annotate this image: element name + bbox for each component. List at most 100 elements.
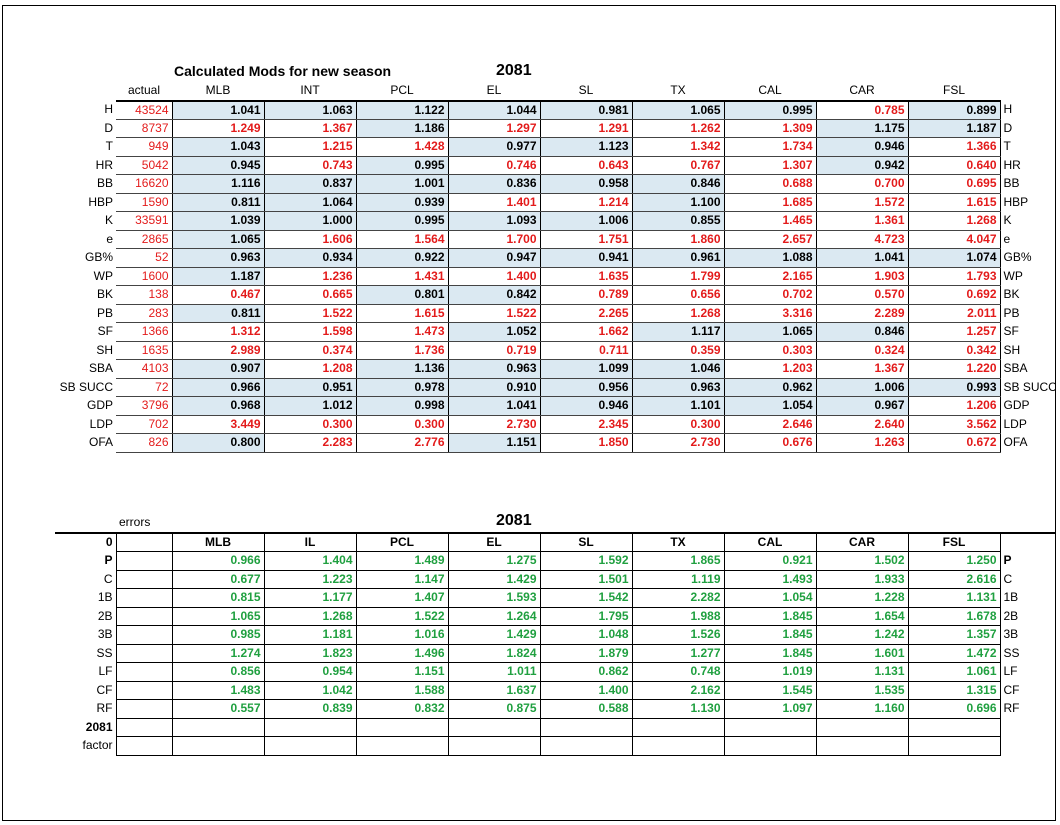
mod-cell[interactable]: 0.570 [816,285,909,305]
error-cell[interactable]: 1.131 [815,662,909,682]
mod-cell[interactable]: 1.100 [632,193,725,212]
mod-cell[interactable]: 1.268 [908,211,1001,231]
mod-cell[interactable]: 0.801 [356,285,449,305]
error-cell[interactable]: 1.845 [723,606,817,626]
blank-cell[interactable] [115,680,173,700]
mod-cell[interactable]: 1.001 [356,174,449,194]
mod-cell[interactable]: 0.324 [816,341,909,360]
mod-cell[interactable]: 1.522 [448,304,541,323]
error-cell[interactable]: 1.177 [263,588,357,608]
mod-cell[interactable]: 0.958 [540,174,633,194]
blank-cell[interactable] [115,699,173,719]
mod-cell[interactable]: 1.297 [448,119,541,138]
mod-cell[interactable]: 1.307 [724,156,817,175]
mod-cell[interactable]: 2.289 [816,304,909,323]
error-cell[interactable]: 2.162 [631,680,725,700]
actual-cell[interactable]: 43524 [116,99,173,120]
blank-cell[interactable] [815,736,909,756]
mod-cell[interactable]: 0.711 [540,341,633,360]
mod-cell[interactable]: 0.922 [356,248,449,268]
error-cell[interactable]: 1.119 [631,569,725,589]
error-cell[interactable]: 1.545 [723,680,817,700]
mod-cell[interactable]: 4.723 [816,230,909,249]
error-cell[interactable]: 1.407 [355,588,449,608]
mod-cell[interactable]: 1.064 [264,193,357,212]
mod-cell[interactable]: 1.006 [816,378,909,397]
mod-cell[interactable]: 1.175 [816,119,909,138]
error-cell[interactable]: 1.535 [815,680,909,700]
error-cell[interactable]: 1.593 [447,588,541,608]
mod-cell[interactable]: 1.361 [816,211,909,231]
mod-cell[interactable]: 0.981 [540,99,633,120]
mod-cell[interactable]: 0.665 [264,285,357,305]
error-cell[interactable]: 1.472 [907,643,1001,663]
error-cell[interactable]: 1.181 [263,625,357,645]
mod-cell[interactable]: 1.006 [540,211,633,231]
mod-cell[interactable]: 0.993 [908,378,1001,397]
mod-cell[interactable]: 0.695 [908,174,1001,194]
blank-cell[interactable] [447,717,541,737]
error-cell[interactable]: 1.268 [263,606,357,626]
mod-cell[interactable]: 1.700 [448,230,541,249]
mod-cell[interactable]: 0.300 [632,415,725,434]
error-cell[interactable]: 0.677 [171,569,265,589]
mod-cell[interactable]: 0.946 [540,396,633,416]
mod-cell[interactable]: 1.065 [172,230,265,249]
blank-cell[interactable] [115,606,173,626]
mod-cell[interactable]: 1.065 [724,322,817,342]
actual-cell[interactable]: 8737 [116,119,173,138]
mod-cell[interactable]: 0.837 [264,174,357,194]
mod-cell[interactable]: 1.635 [540,267,633,286]
error-cell[interactable]: 0.954 [263,662,357,682]
mod-cell[interactable]: 2.657 [724,230,817,249]
error-cell[interactable]: 1.845 [723,625,817,645]
actual-cell[interactable]: 4103 [116,359,173,379]
error-cell[interactable]: 1.933 [815,569,909,589]
mod-cell[interactable]: 1.366 [908,137,1001,157]
mod-cell[interactable]: 1.215 [264,137,357,157]
error-cell[interactable]: 1.678 [907,606,1001,626]
blank-cell[interactable] [263,736,357,756]
mod-cell[interactable]: 0.672 [908,433,1001,453]
mod-cell[interactable]: 1.522 [264,304,357,323]
mod-cell[interactable]: 1.473 [356,322,449,342]
mod-cell[interactable]: 0.842 [448,285,541,305]
blank-cell[interactable] [263,717,357,737]
mod-cell[interactable]: 0.467 [172,285,265,305]
error-cell[interactable]: 1.242 [815,625,909,645]
error-cell[interactable]: 0.921 [723,551,817,571]
error-cell[interactable]: 1.429 [447,625,541,645]
error-cell[interactable]: 1.274 [171,643,265,663]
blank-cell[interactable] [115,532,173,552]
error-cell[interactable]: 1.824 [447,643,541,663]
error-cell[interactable]: 0.966 [171,551,265,571]
mod-cell[interactable]: 1.136 [356,359,449,379]
mod-cell[interactable]: 1.012 [264,396,357,416]
mod-cell[interactable]: 0.688 [724,174,817,194]
mod-cell[interactable]: 0.743 [264,156,357,175]
actual-cell[interactable]: 949 [116,137,173,157]
mod-cell[interactable]: 1.465 [724,211,817,231]
mod-cell[interactable]: 0.946 [816,137,909,157]
mod-cell[interactable]: 0.963 [632,378,725,397]
error-cell[interactable]: 1.228 [815,588,909,608]
error-cell[interactable]: 1.496 [355,643,449,663]
blank-cell[interactable] [115,588,173,608]
error-cell[interactable]: 1.131 [907,588,1001,608]
mod-cell[interactable]: 0.846 [816,322,909,342]
error-cell[interactable]: 0.875 [447,699,541,719]
error-cell[interactable]: 1.042 [263,680,357,700]
blank-cell[interactable] [115,662,173,682]
mod-cell[interactable]: 0.359 [632,341,725,360]
error-cell[interactable]: 1.988 [631,606,725,626]
error-cell[interactable]: 1.061 [907,662,1001,682]
actual-cell[interactable]: 702 [116,415,173,434]
error-cell[interactable]: 1.011 [447,662,541,682]
blank-cell[interactable] [115,625,173,645]
mod-cell[interactable]: 1.039 [172,211,265,231]
error-cell[interactable]: 1.264 [447,606,541,626]
mod-cell[interactable]: 1.065 [632,99,725,120]
error-cell[interactable]: 1.097 [723,699,817,719]
error-cell[interactable]: 1.823 [263,643,357,663]
error-cell[interactable]: 1.277 [631,643,725,663]
